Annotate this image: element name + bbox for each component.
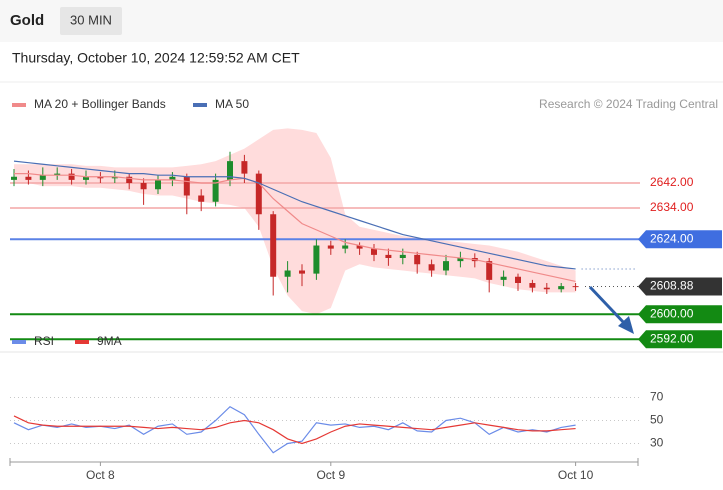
candle-body (39, 175, 46, 180)
y-tick-label: 50 (650, 413, 664, 427)
legend-swatch (12, 103, 26, 107)
timeframe-button[interactable] (60, 7, 122, 35)
candle-body (126, 176, 133, 183)
forecast-arrowhead (618, 316, 634, 334)
price-level-box (638, 230, 722, 249)
price-level-label: 2608.88 (650, 279, 694, 293)
candle-body (399, 254, 406, 258)
candle-body (83, 176, 89, 180)
y-tick-label: 70 (650, 390, 664, 404)
legend-swatch (12, 340, 26, 344)
candle-body (457, 258, 464, 262)
legend-label: MA 20 + Bollinger Bands (34, 97, 166, 111)
candle-body (241, 161, 248, 174)
price-level-box (638, 277, 722, 296)
price-level-label: 2624.00 (650, 231, 694, 245)
legend-label: MA 50 (215, 97, 249, 111)
instrument-title: Gold (10, 12, 44, 29)
candle-body (54, 173, 61, 176)
x-tick-label: Oct 8 (86, 468, 115, 482)
candle-body (543, 287, 550, 290)
candle-body (500, 276, 507, 280)
price-level-label: 2634.00 (650, 200, 694, 214)
bollinger-band (14, 128, 576, 315)
price-level-label: 2592.00 (650, 331, 694, 345)
candle-body (198, 195, 205, 202)
forecast-arrow (588, 285, 628, 327)
candle-body (212, 179, 219, 202)
candle-body (68, 173, 75, 180)
candle-body (529, 283, 536, 288)
legend-swatch (75, 340, 89, 344)
candle-body (155, 179, 161, 190)
candle-body (443, 261, 449, 271)
candle-body (25, 176, 32, 180)
candle-body (356, 245, 363, 249)
candle-body (255, 173, 262, 215)
moving-average-line (13, 160, 576, 270)
timeframe-label[interactable]: 30 MIN (70, 12, 112, 27)
candle-body (284, 270, 291, 277)
candle-body (558, 286, 565, 290)
price-level-label: 2642.00 (650, 175, 694, 189)
candle-body (313, 245, 320, 274)
candle-body (299, 270, 305, 274)
candle-body (342, 245, 349, 249)
credit: Research © 2024 Trading Central (539, 97, 718, 111)
legend-swatch (193, 103, 207, 107)
candle-body (169, 176, 176, 180)
candle-body (327, 245, 334, 249)
timestamp: Thursday, October 10, 2024 12:59:52 AM C… (12, 50, 300, 66)
price-level-label: 2600.00 (650, 306, 694, 320)
candle-body (183, 176, 190, 196)
candle-body (111, 176, 118, 179)
candle-body (428, 264, 435, 271)
legend-label: 9MA (97, 334, 122, 348)
x-tick-label: Oct 10 (558, 468, 594, 482)
candle-body (140, 183, 147, 190)
x-tick-label: Oct 9 (316, 468, 345, 482)
candle-body (385, 254, 392, 258)
candle-body (11, 176, 17, 180)
price-level-box (638, 330, 722, 349)
candle-body (227, 161, 233, 180)
candle-body (414, 254, 421, 265)
y-tick-label: 30 (650, 436, 664, 450)
candle-body (97, 176, 104, 179)
candle-body (486, 261, 493, 280)
moving-average-line (14, 173, 576, 283)
price-level-box (638, 305, 722, 324)
candle-body (515, 276, 521, 283)
candle-body (572, 286, 579, 288)
indicator-line (13, 415, 576, 445)
candle-body (270, 214, 277, 277)
candle-body (371, 248, 377, 255)
legend-label: RSI (34, 334, 54, 348)
indicator-line (13, 405, 576, 454)
